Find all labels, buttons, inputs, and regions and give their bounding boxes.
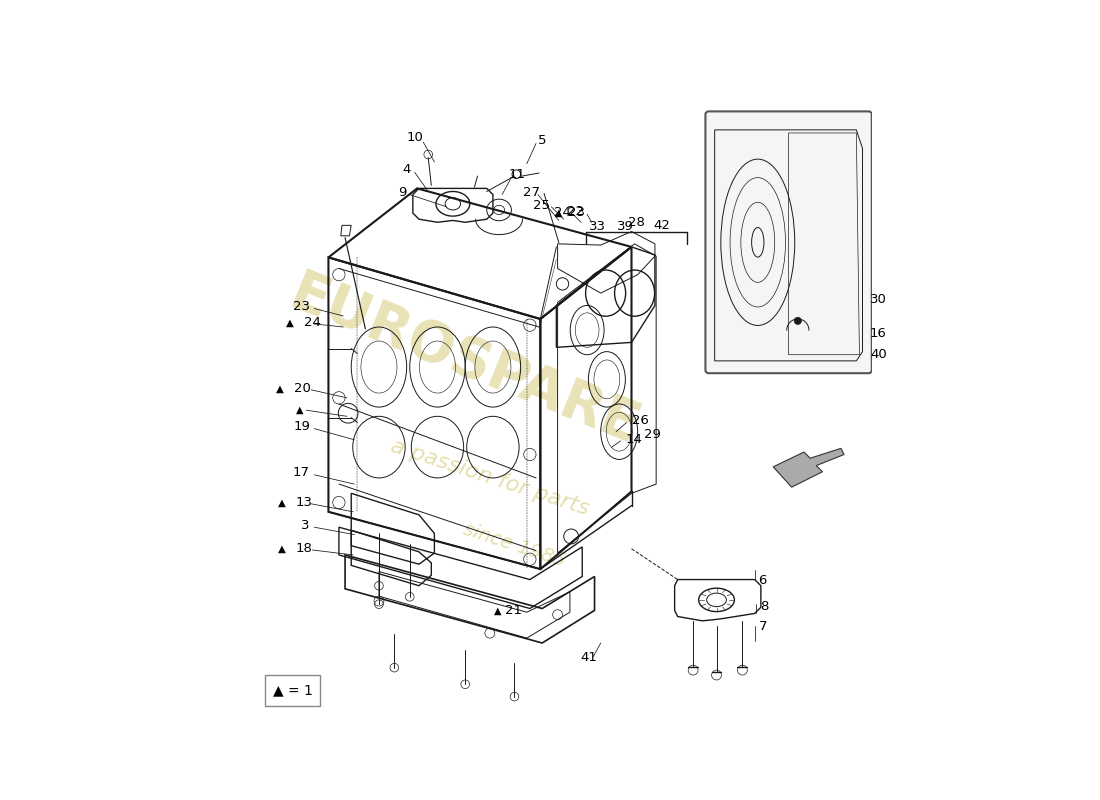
Text: 17: 17 bbox=[293, 466, 310, 479]
Text: 11: 11 bbox=[509, 168, 526, 182]
Text: ▲: ▲ bbox=[286, 318, 294, 328]
Text: 18: 18 bbox=[296, 542, 312, 555]
Text: 6: 6 bbox=[758, 574, 767, 587]
Text: 10: 10 bbox=[406, 131, 424, 144]
Text: ▲: ▲ bbox=[494, 606, 501, 615]
Text: 27: 27 bbox=[524, 186, 540, 199]
Text: ▲ = 1: ▲ = 1 bbox=[273, 683, 312, 698]
Circle shape bbox=[794, 317, 802, 325]
Text: 19: 19 bbox=[293, 420, 310, 434]
Text: 23: 23 bbox=[569, 206, 585, 219]
Text: 13: 13 bbox=[296, 496, 312, 509]
Text: 29: 29 bbox=[644, 428, 661, 442]
Text: 24: 24 bbox=[554, 206, 571, 219]
Text: 3: 3 bbox=[301, 519, 310, 532]
Text: 21: 21 bbox=[505, 604, 522, 617]
Text: 7: 7 bbox=[758, 621, 767, 634]
Text: 9: 9 bbox=[398, 186, 407, 199]
Text: ▲: ▲ bbox=[276, 383, 284, 394]
Text: 5: 5 bbox=[538, 134, 547, 147]
Text: ▲: ▲ bbox=[296, 405, 304, 415]
Text: 4: 4 bbox=[403, 163, 411, 177]
Text: 25: 25 bbox=[534, 198, 550, 211]
Text: ▲: ▲ bbox=[278, 498, 286, 507]
Text: a passion for parts: a passion for parts bbox=[388, 436, 592, 519]
Text: ▲: ▲ bbox=[556, 208, 562, 218]
FancyBboxPatch shape bbox=[705, 111, 871, 373]
Text: 30: 30 bbox=[870, 293, 887, 306]
Text: 39: 39 bbox=[617, 220, 634, 233]
Text: 8: 8 bbox=[760, 599, 768, 613]
Text: 23: 23 bbox=[293, 300, 310, 313]
Text: 42: 42 bbox=[653, 219, 671, 232]
Text: 24: 24 bbox=[304, 316, 321, 329]
Text: 20: 20 bbox=[294, 382, 311, 395]
Text: 22: 22 bbox=[566, 206, 584, 218]
Text: ▲: ▲ bbox=[278, 544, 286, 554]
Polygon shape bbox=[773, 448, 844, 487]
Text: EUROSPARE: EUROSPARE bbox=[283, 266, 648, 456]
Text: 40: 40 bbox=[870, 348, 887, 362]
Text: since 1985: since 1985 bbox=[461, 520, 568, 571]
Text: 41: 41 bbox=[580, 651, 597, 664]
Text: 28: 28 bbox=[628, 216, 645, 229]
Text: 14: 14 bbox=[625, 433, 642, 446]
FancyBboxPatch shape bbox=[265, 675, 320, 706]
Text: 16: 16 bbox=[870, 327, 887, 340]
Text: 26: 26 bbox=[631, 414, 648, 427]
Text: 33: 33 bbox=[590, 220, 606, 233]
